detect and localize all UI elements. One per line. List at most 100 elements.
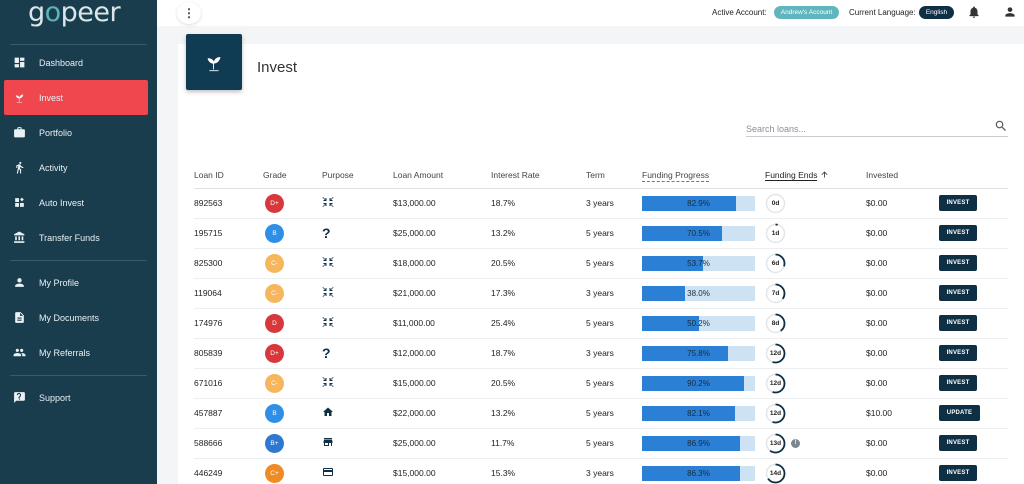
sidebar-item-activity[interactable]: Activity (0, 150, 157, 185)
cell-loan-amount: $18,000.00 (393, 248, 491, 279)
language-pill[interactable]: English (919, 6, 954, 19)
sprout-icon (12, 91, 26, 105)
funding-ends-indicator: 12d (765, 343, 786, 364)
sidebar-item-my-profile[interactable]: My Profile (0, 265, 157, 300)
sidebar-item-auto-invest[interactable]: Auto Invest (0, 185, 157, 220)
sidebar-item-label: Portfolio (39, 127, 73, 138)
grade-badge: B+ (265, 433, 284, 453)
cell-purpose (322, 188, 393, 219)
header-action (939, 162, 1008, 189)
sidebar-item-label: Invest (39, 92, 64, 103)
cell-interest-rate: 11.7% (491, 428, 586, 459)
sidebar-item-support[interactable]: Support (0, 380, 157, 415)
cell-loan-id: 892563 (194, 188, 263, 219)
header-loan-id[interactable]: Loan ID (194, 162, 263, 189)
header-loan-amount[interactable]: Loan Amount (393, 162, 491, 189)
invest-button[interactable]: INVEST (939, 435, 977, 451)
funding-ends-indicator: 12d (765, 403, 786, 424)
sidebar: g o peer Dashboard Invest Portfolio Activity A… (0, 0, 157, 484)
sidebar-item-label: My Profile (39, 277, 80, 288)
funding-progress-bar: 75.8% (642, 345, 755, 361)
compress-icon (322, 287, 334, 297)
table-row[interactable]: 671016 C- $15,000.00 20.5% 5 years 90.2% 12d $0… (194, 368, 1008, 399)
invest-button[interactable]: INVEST (939, 375, 977, 391)
table-row[interactable]: 805839 D+? $12,000.00 18.7% 3 years 75.8% 12d $… (194, 338, 1008, 369)
invest-button[interactable]: INVEST (939, 255, 977, 271)
page-title: Invest (257, 59, 298, 76)
active-account-pill[interactable]: Andrew's Account (774, 6, 839, 19)
header-interest-rate[interactable]: Interest Rate (491, 162, 586, 189)
funding-progress-label: 70.5% (687, 228, 710, 238)
invest-button[interactable]: INVEST (939, 285, 977, 301)
sidebar-item-dashboard[interactable]: Dashboard (0, 45, 157, 80)
cell-loan-id: 446249 (194, 458, 263, 484)
cell-loan-amount: $15,000.00 (393, 458, 491, 484)
cell-purpose (322, 398, 393, 429)
account-icon[interactable] (1003, 5, 1017, 19)
funding-progress-label: 50.2% (687, 318, 710, 328)
header-invested[interactable]: Invested (866, 162, 939, 189)
invest-button[interactable]: INVEST (939, 195, 977, 211)
info-icon[interactable]: ! (791, 438, 800, 448)
funding-ends-indicator: 8d (765, 313, 786, 334)
header-purpose[interactable]: Purpose (322, 162, 393, 189)
header-funding-progress[interactable]: Funding Progress (642, 162, 765, 189)
header-grade[interactable]: Grade (263, 162, 322, 189)
table-row[interactable]: 588666 B+ $25,000.00 11.7% 5 years 86.9% 13d! $… (194, 428, 1008, 459)
sidebar-item-my-referrals[interactable]: My Referrals (0, 335, 157, 370)
table-row[interactable]: 119064 C- $21,000.00 17.3% 3 years 38.0% 7d $0.… (194, 278, 1008, 309)
countdown-ring (765, 433, 786, 453)
header-funding-ends[interactable]: Funding Ends (765, 162, 866, 189)
invest-button[interactable]: INVEST (939, 225, 977, 241)
table-row[interactable]: 825300 C- $18,000.00 20.5% 5 years 53.7% 6d $0.… (194, 248, 1008, 279)
gopeer-logo[interactable]: g o peer (0, 0, 157, 44)
funding-ends-label: 0d (771, 199, 780, 207)
current-language-label: Current Language: (849, 8, 916, 17)
cell-interest-rate: 20.5% (491, 368, 586, 399)
invest-button[interactable]: INVEST (939, 465, 977, 481)
cell-term: 3 years (586, 188, 642, 219)
table-row[interactable]: 892563 D+ $13,000.00 18.7% 3 years 82.9% 0d $0.… (194, 188, 1008, 219)
cell-purpose (322, 308, 393, 339)
table-header-row: Loan ID Grade Purpose Loan Amount Intere… (194, 162, 1008, 189)
cell-loan-amount: $22,000.00 (393, 398, 491, 429)
sidebar-item-my-documents[interactable]: My Documents (0, 300, 157, 335)
funding-progress-fill (642, 315, 699, 331)
question-icon: ? (322, 345, 331, 361)
table-row[interactable]: 457887 B $22,000.00 13.2% 5 years 82.1% 12d $10… (194, 398, 1008, 429)
running-person-icon (12, 161, 26, 175)
cell-invested: $10.00 (866, 398, 939, 429)
sidebar-item-transfer-funds[interactable]: Transfer Funds (0, 220, 157, 255)
countdown-ring (765, 253, 786, 273)
funding-progress-bar: 86.3% (642, 465, 755, 481)
cell-interest-rate: 18.7% (491, 338, 586, 369)
funding-ends-indicator: 14d (765, 463, 786, 484)
cell-interest-rate: 13.2% (491, 218, 586, 249)
funding-progress-label: 90.2% (687, 378, 710, 388)
table-row[interactable]: 195715 B? $25,000.00 13.2% 5 years 70.5% 1d $0.… (194, 218, 1008, 249)
compress-icon (322, 197, 334, 207)
sidebar-item-label: Dashboard (39, 57, 84, 68)
sidebar-item-invest[interactable]: Invest (4, 80, 148, 115)
sidebar-item-portfolio[interactable]: Portfolio (0, 115, 157, 150)
store-icon (323, 438, 333, 446)
search-icon[interactable] (994, 119, 1008, 133)
cell-loan-amount: $13,000.00 (393, 188, 491, 219)
bell-icon[interactable] (967, 5, 981, 19)
invest-button[interactable]: INVEST (939, 315, 977, 331)
cell-loan-amount: $25,000.00 (393, 218, 491, 249)
compress-icon (322, 317, 334, 327)
header-term[interactable]: Term (586, 162, 642, 189)
grade-badge: B (265, 403, 284, 423)
table-row[interactable]: 446249 C+ $15,000.00 15.3% 3 years 86.3% 14d $0… (194, 458, 1008, 484)
table-row[interactable]: 174976 D $11,000.00 25.4% 5 years 50.2% 8d $0.0… (194, 308, 1008, 339)
funding-ends-label: 7d (771, 289, 780, 297)
funding-progress-label: 82.1% (687, 408, 710, 418)
update-button[interactable]: UPDATE (939, 405, 980, 421)
invest-button[interactable]: INVEST (939, 345, 977, 361)
cell-loan-id: 457887 (194, 398, 263, 429)
search-input[interactable] (746, 124, 976, 134)
more-menu-button[interactable]: ⋮ (177, 2, 201, 24)
cell-loan-id: 195715 (194, 218, 263, 249)
invest-page-icon-tile (186, 34, 242, 90)
